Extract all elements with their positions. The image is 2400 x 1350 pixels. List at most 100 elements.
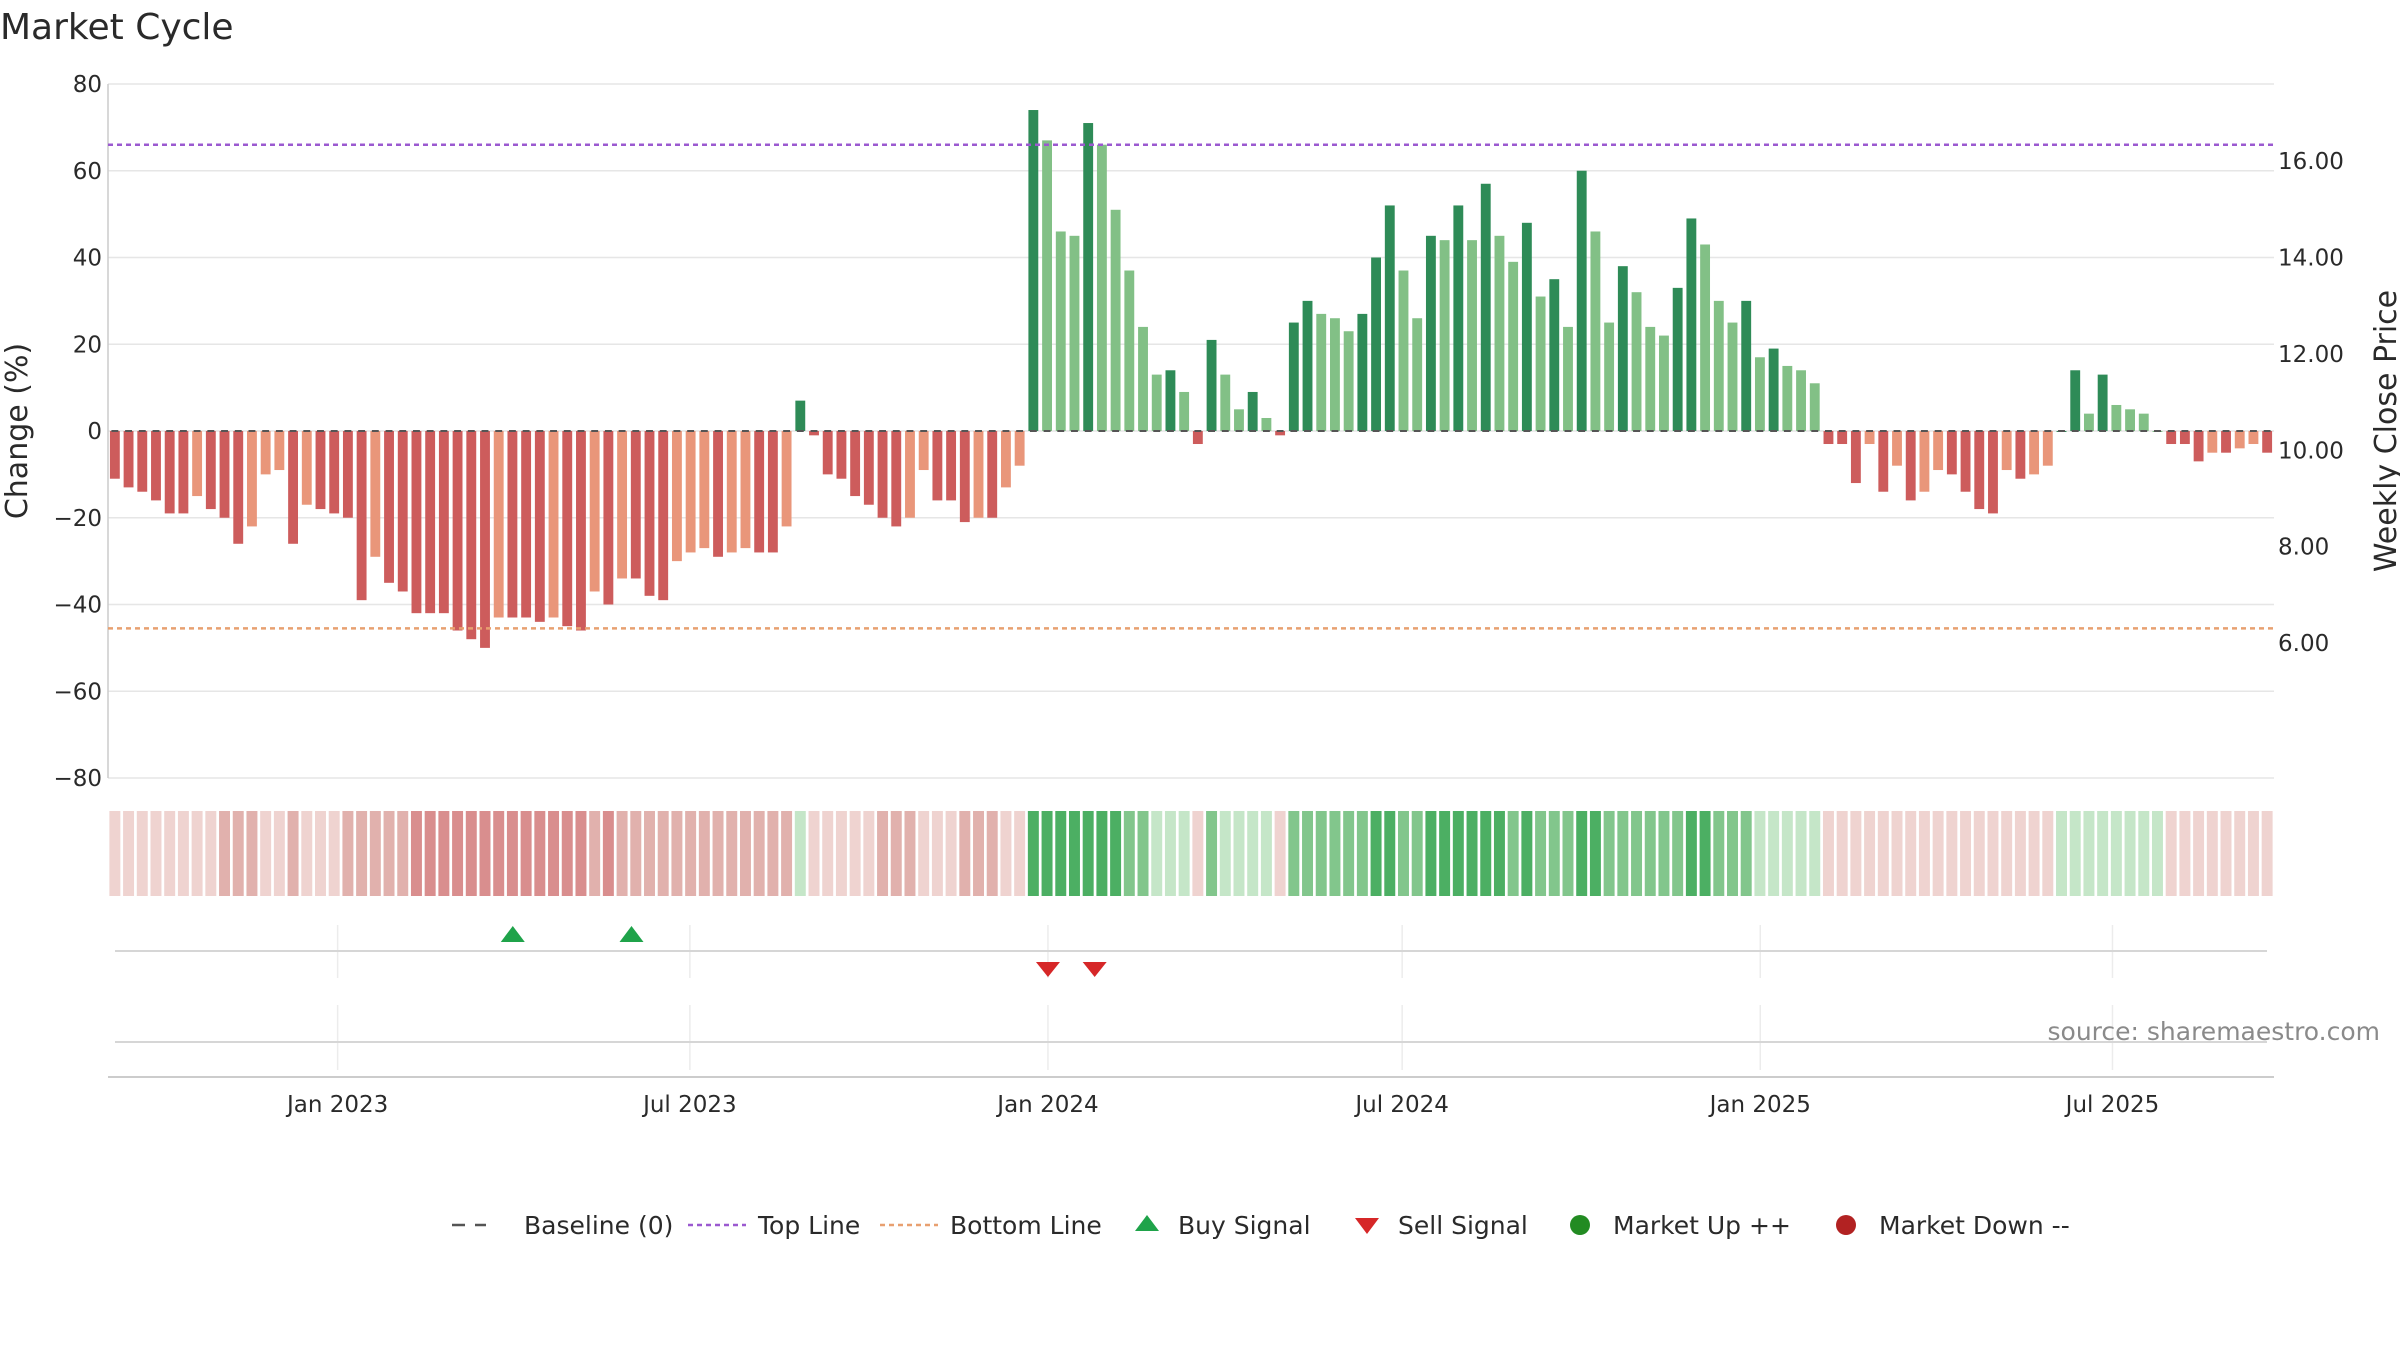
cycle-band-cell [1384,811,1396,896]
cycle-band-cell [1123,811,1135,896]
cycle-band-cell [1672,811,1684,896]
bar [2207,431,2218,453]
bar [905,431,915,518]
bar [2042,431,2053,466]
bar [1261,417,1272,431]
cycle-band-cell [287,811,299,896]
bar [342,431,353,518]
bar [822,431,833,475]
bar [2111,404,2122,431]
cycle-band-cell [2138,811,2150,896]
bar [1754,357,1765,431]
cycle-band-cell [2179,811,2191,896]
cycle-band-cell [342,811,354,896]
cycle-band-cell [794,811,806,896]
bar [671,431,682,562]
cycle-band-cell [2014,811,2026,896]
x-tick-label: Jul 2024 [1353,1092,1449,1118]
cycle-band-cell [1041,811,1053,896]
bar [754,431,765,553]
buy-signal-marker [619,926,644,942]
bar [507,431,518,618]
bar [178,431,189,514]
bar [1000,431,1011,488]
legend-swatch [1355,1218,1379,1234]
cycle-band-cell [232,811,244,896]
cycle-band-cell [1836,811,1848,896]
bar [1864,431,1875,445]
bar [1508,261,1519,431]
bar [1809,383,1820,431]
bar [151,431,161,501]
legend-label: Bottom Line [950,1211,1102,1240]
cycle-band-cell [1329,811,1341,896]
cycle-band-cell [685,811,697,896]
bar [548,431,559,618]
bar [1206,339,1217,431]
bar [1741,300,1752,431]
legend-label: Sell Signal [1398,1211,1528,1240]
bar [1384,205,1395,431]
cycle-band-cell [1411,811,1423,896]
bar [1686,218,1697,431]
bar [932,431,943,501]
cycle-band-cell [1247,811,1259,896]
cycle-band-cell [1192,811,1204,896]
cycle-band-cell [1219,811,1231,896]
bar [1371,257,1382,431]
bar [2070,370,2081,431]
bar [918,431,929,471]
cycle-band-cell [246,811,258,896]
bar [1796,370,1806,431]
y-tick-label: 60 [73,159,102,185]
bar [411,431,422,614]
bar [713,431,723,557]
legend-label: Top Line [757,1211,860,1240]
cycle-band-cell [136,811,148,896]
bar [1933,431,1944,471]
cycle-band-cell [1891,811,1903,896]
bar [2015,431,2026,479]
cycle-band-cell [918,811,930,896]
cycle-band-cell [2220,811,2232,896]
cycle-band-cell [1562,811,1574,896]
bar [1713,300,1724,431]
bar [1425,235,1436,431]
bar [1192,431,1203,445]
x-tick-label: Jul 2025 [2064,1092,2160,1118]
bar [1412,318,1423,431]
cycle-band-cell [1274,811,1286,896]
cycle-band-cell [671,811,683,896]
cycle-band-cell [2234,811,2246,896]
bar [1563,326,1573,431]
bar [1055,231,1066,431]
bar [1110,209,1121,431]
bar [1069,235,1080,431]
y-tick-label: −60 [53,679,102,705]
bar [1234,409,1244,431]
y2-tick-label: 10.00 [2278,438,2344,464]
cycle-band-cell [561,811,573,896]
bar [836,431,847,479]
bar [2125,409,2135,431]
cycle-band-cell [1946,811,1958,896]
cycle-band-cell [2069,811,2081,896]
cycle-band-cell [1727,811,1738,896]
bar [1220,374,1231,431]
cycle-band-cell [2261,811,2273,896]
bar [205,431,216,510]
bar [1837,431,1848,445]
cycle-band-cell [1658,811,1670,896]
cycle-band-cell [1850,811,1862,896]
cycle-band-cell [1973,811,1985,896]
bar [1330,318,1340,431]
cycle-band-cell [164,811,176,896]
bar [699,431,710,549]
legend-label: Market Up ++ [1613,1211,1791,1240]
cycle-band-cell [191,811,203,896]
bar-series [109,110,2273,648]
cycle-band-cell [1960,811,1972,896]
bar [1617,266,1628,431]
cycle-band-cell [808,811,820,896]
cycle-band-cell [1521,811,1533,896]
